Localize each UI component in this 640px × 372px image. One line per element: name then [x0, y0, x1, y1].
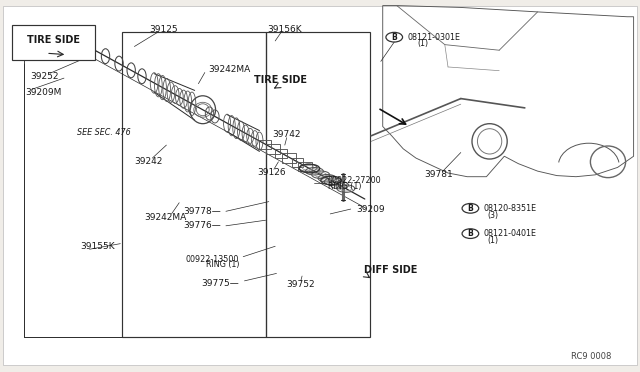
Bar [291, 158, 303, 167]
Text: 39155K: 39155K [81, 242, 115, 251]
Text: 39242MA: 39242MA [144, 213, 186, 222]
Text: 39742: 39742 [273, 130, 301, 139]
Text: 39781: 39781 [424, 170, 452, 179]
Text: 39776—: 39776— [183, 221, 221, 230]
Text: 08120-8351E: 08120-8351E [484, 204, 537, 213]
Text: 08121-0401E: 08121-0401E [484, 229, 537, 238]
Text: SEE SEC. 476: SEE SEC. 476 [77, 128, 131, 137]
Text: 08121-0301E: 08121-0301E [407, 33, 460, 42]
Text: 00922-13500: 00922-13500 [186, 255, 239, 264]
Text: B: B [468, 229, 473, 238]
Text: 00922-27200: 00922-27200 [328, 176, 381, 185]
Text: 39209M: 39209M [26, 88, 62, 97]
Text: (1): (1) [487, 236, 498, 245]
Text: 39242: 39242 [134, 157, 163, 166]
Text: B: B [392, 33, 397, 42]
Text: TIRE SIDE: TIRE SIDE [254, 75, 307, 85]
Bar [282, 153, 296, 163]
Bar [266, 144, 280, 154]
Text: 39125: 39125 [149, 25, 177, 33]
Text: 39252: 39252 [31, 72, 59, 81]
Text: 39209: 39209 [356, 205, 385, 214]
Text: 39752: 39752 [287, 280, 315, 289]
Text: RING (1): RING (1) [328, 182, 361, 190]
Bar [275, 149, 287, 158]
Text: TIRE SIDE: TIRE SIDE [27, 35, 79, 45]
Text: B: B [468, 204, 473, 213]
Text: (3): (3) [487, 211, 498, 219]
Text: 39156K: 39156K [267, 25, 301, 33]
Text: DIFF SIDE: DIFF SIDE [364, 265, 417, 275]
Text: 39778—: 39778— [183, 207, 221, 216]
Bar [298, 162, 312, 171]
FancyBboxPatch shape [12, 25, 95, 60]
Text: 39242MA: 39242MA [209, 65, 251, 74]
Text: 39126: 39126 [258, 168, 286, 177]
Text: RING (1): RING (1) [206, 260, 239, 269]
Bar [259, 140, 271, 149]
Text: (1): (1) [417, 39, 428, 48]
Text: 39775—: 39775— [202, 279, 239, 288]
Text: RC9 0008: RC9 0008 [571, 352, 611, 361]
